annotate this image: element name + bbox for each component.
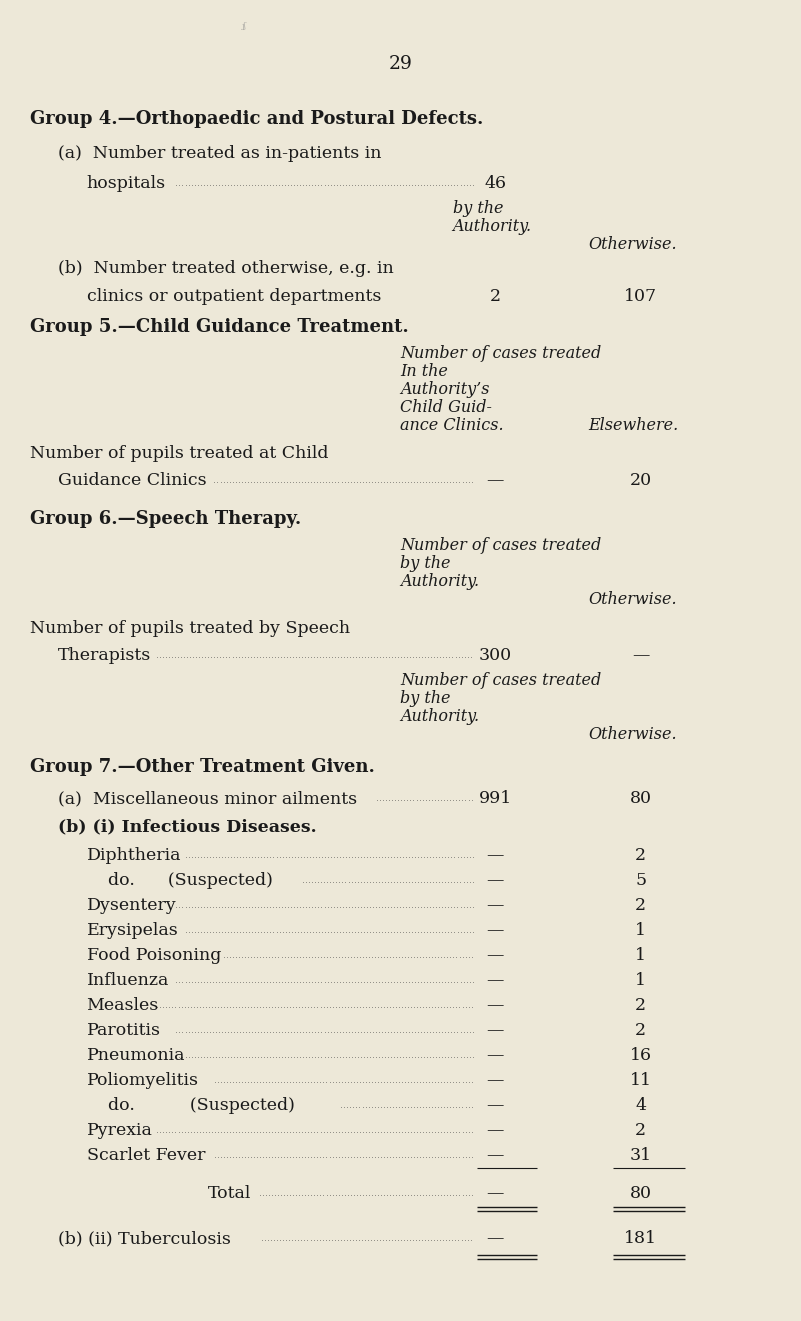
Text: Pneumonia: Pneumonia <box>87 1048 185 1063</box>
Text: Group 5.—Child Guidance Treatment.: Group 5.—Child Guidance Treatment. <box>30 318 409 336</box>
Text: 300: 300 <box>478 647 512 664</box>
Text: —: — <box>486 997 504 1015</box>
Text: —: — <box>486 1185 504 1202</box>
Text: Number of cases treated: Number of cases treated <box>400 345 602 362</box>
Text: 2: 2 <box>489 288 501 305</box>
Text: 80: 80 <box>630 1185 652 1202</box>
Text: ȷʃ: ȷʃ <box>242 22 247 30</box>
Text: 1: 1 <box>635 972 646 989</box>
Text: Number of cases treated: Number of cases treated <box>400 538 602 553</box>
Text: Parotitis: Parotitis <box>87 1022 160 1040</box>
Text: Guidance Clinics: Guidance Clinics <box>58 472 207 489</box>
Text: —: — <box>486 972 504 989</box>
Text: by the: by the <box>453 199 503 217</box>
Text: —: — <box>486 872 504 889</box>
Text: Child Guid-: Child Guid- <box>400 399 493 416</box>
Text: hospitals: hospitals <box>87 174 166 192</box>
Text: 181: 181 <box>624 1230 658 1247</box>
Text: Otherwise.: Otherwise. <box>589 236 678 254</box>
Text: —: — <box>486 1073 504 1089</box>
Text: Group 4.—Orthopaedic and Postural Defects.: Group 4.—Orthopaedic and Postural Defect… <box>30 110 484 128</box>
Text: 2: 2 <box>635 847 646 864</box>
Text: by the: by the <box>400 555 451 572</box>
Text: (b) (i) Infectious Diseases.: (b) (i) Infectious Diseases. <box>58 818 316 835</box>
Text: 5: 5 <box>635 872 646 889</box>
Text: do.      (Suspected): do. (Suspected) <box>108 872 273 889</box>
Text: Authority.: Authority. <box>453 218 532 235</box>
Text: Food Poisoning: Food Poisoning <box>87 947 221 964</box>
Text: 16: 16 <box>630 1048 652 1063</box>
Text: 46: 46 <box>484 174 506 192</box>
Text: Therapists: Therapists <box>58 647 151 664</box>
Text: 11: 11 <box>630 1073 652 1089</box>
Text: ance Clinics.: ance Clinics. <box>400 417 504 435</box>
Text: do.          (Suspected): do. (Suspected) <box>108 1096 295 1114</box>
Text: —: — <box>486 1022 504 1040</box>
Text: In the: In the <box>400 363 449 380</box>
Text: —: — <box>486 922 504 939</box>
Text: Number of pupils treated by Speech: Number of pupils treated by Speech <box>30 620 351 637</box>
Text: Number of pupils treated at Child: Number of pupils treated at Child <box>30 445 329 462</box>
Text: Diphtheria: Diphtheria <box>87 847 181 864</box>
Text: clinics or outpatient departments: clinics or outpatient departments <box>87 288 381 305</box>
Text: (b)  Number treated otherwise, e.g. in: (b) Number treated otherwise, e.g. in <box>58 260 393 277</box>
Text: Poliomyelitis: Poliomyelitis <box>87 1073 199 1089</box>
Text: 4: 4 <box>635 1096 646 1114</box>
Text: 31: 31 <box>630 1147 652 1164</box>
Text: —: — <box>486 1147 504 1164</box>
Text: Pyrexia: Pyrexia <box>87 1122 152 1139</box>
Text: 29: 29 <box>388 55 413 73</box>
Text: Total: Total <box>208 1185 252 1202</box>
Text: 2: 2 <box>635 997 646 1015</box>
Text: 2: 2 <box>635 897 646 914</box>
Text: 107: 107 <box>624 288 658 305</box>
Text: Number of cases treated: Number of cases treated <box>400 672 602 690</box>
Text: Dysentery: Dysentery <box>87 897 176 914</box>
Text: Otherwise.: Otherwise. <box>589 727 678 742</box>
Text: 1: 1 <box>635 922 646 939</box>
Text: Authority’s: Authority’s <box>400 380 490 398</box>
Text: 2: 2 <box>635 1022 646 1040</box>
Text: Authority.: Authority. <box>400 708 480 725</box>
Text: 80: 80 <box>630 790 652 807</box>
Text: Scarlet Fever: Scarlet Fever <box>87 1147 205 1164</box>
Text: Elsewhere.: Elsewhere. <box>589 417 679 435</box>
Text: 991: 991 <box>478 790 512 807</box>
Text: (a)  Number treated as in-patients in: (a) Number treated as in-patients in <box>58 145 381 162</box>
Text: —: — <box>486 1048 504 1063</box>
Text: Influenza: Influenza <box>87 972 169 989</box>
Text: Otherwise.: Otherwise. <box>589 590 678 608</box>
Text: —: — <box>486 897 504 914</box>
Text: by the: by the <box>400 690 451 707</box>
Text: (a)  Miscellaneous minor ailments: (a) Miscellaneous minor ailments <box>58 790 356 807</box>
Text: —: — <box>486 1096 504 1114</box>
Text: Group 6.—Speech Therapy.: Group 6.—Speech Therapy. <box>30 510 302 528</box>
Text: —: — <box>486 1230 504 1247</box>
Text: Erysipelas: Erysipelas <box>87 922 179 939</box>
Text: Authority.: Authority. <box>400 573 480 590</box>
Text: Group 7.—Other Treatment Given.: Group 7.—Other Treatment Given. <box>30 758 376 775</box>
Text: —: — <box>486 947 504 964</box>
Text: —: — <box>486 1122 504 1139</box>
Text: —: — <box>486 847 504 864</box>
Text: —: — <box>486 472 504 489</box>
Text: —: — <box>632 647 650 664</box>
Text: (b) (ii) Tuberculosis: (b) (ii) Tuberculosis <box>58 1230 231 1247</box>
Text: 20: 20 <box>630 472 652 489</box>
Text: 1: 1 <box>635 947 646 964</box>
Text: Measles: Measles <box>87 997 159 1015</box>
Text: 2: 2 <box>635 1122 646 1139</box>
